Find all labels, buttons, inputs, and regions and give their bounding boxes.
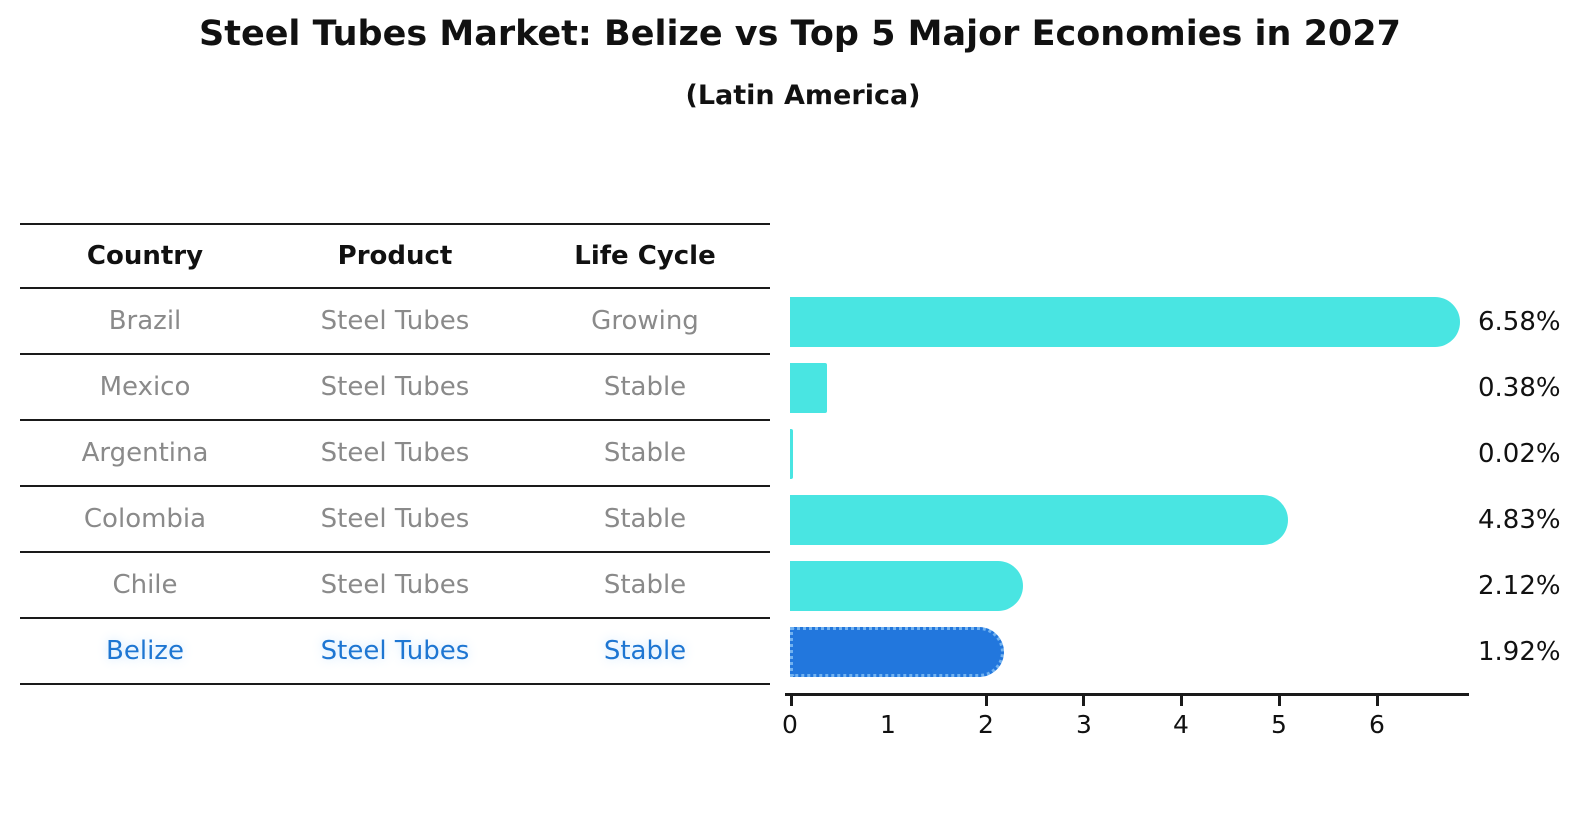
x-axis-tick-label: 6 bbox=[1369, 710, 1385, 739]
table-row-chile: Chile Steel Tubes Stable bbox=[20, 553, 770, 619]
cell-country: Chile bbox=[112, 570, 178, 600]
cell-product: Steel Tubes bbox=[320, 570, 470, 600]
cell-product: Steel Tubes bbox=[320, 636, 470, 666]
bar-chile bbox=[790, 561, 1024, 611]
cell-country: Brazil bbox=[108, 306, 182, 336]
cell-country: Argentina bbox=[81, 438, 209, 468]
value-label-chile: 2.12% bbox=[1478, 571, 1561, 601]
x-axis-tick bbox=[790, 696, 793, 706]
x-axis-tick bbox=[1180, 696, 1183, 706]
value-label-brazil: 6.58% bbox=[1478, 307, 1561, 337]
x-axis-tick-label: 1 bbox=[880, 710, 896, 739]
x-axis-tick-label: 3 bbox=[1076, 710, 1092, 739]
table-row-brazil: Brazil Steel Tubes Growing bbox=[20, 289, 770, 355]
cell-lifecycle: Growing bbox=[591, 306, 699, 336]
value-label-belize: 1.92% bbox=[1478, 637, 1561, 667]
chart-row-brazil: 6.58% bbox=[790, 289, 1586, 355]
cell-product: Steel Tubes bbox=[320, 306, 470, 336]
x-axis-tick-label: 2 bbox=[978, 710, 994, 739]
x-axis-tick-label: 5 bbox=[1271, 710, 1287, 739]
table-row-mexico: Mexico Steel Tubes Stable bbox=[20, 355, 770, 421]
cell-lifecycle: Stable bbox=[603, 570, 687, 600]
cell-lifecycle: Stable bbox=[603, 438, 687, 468]
x-axis-tick-label: 4 bbox=[1173, 710, 1189, 739]
chart-row-colombia: 4.83% bbox=[790, 487, 1586, 553]
value-label-colombia: 4.83% bbox=[1478, 505, 1561, 535]
x-axis-tick bbox=[1278, 696, 1281, 706]
x-axis-tick bbox=[1376, 696, 1379, 706]
bar-mexico bbox=[790, 363, 828, 413]
bar-chart: 6.58% 0.38% 0.02% 4.83% 2.12% 1.92% bbox=[782, 223, 1586, 783]
x-axis-tick-label: 0 bbox=[782, 710, 798, 739]
bar-argentina bbox=[790, 429, 793, 479]
value-label-mexico: 0.38% bbox=[1478, 373, 1561, 403]
cell-country: Belize bbox=[106, 636, 184, 666]
chart-row-chile: 2.12% bbox=[790, 553, 1586, 619]
x-axis-tick bbox=[1082, 696, 1085, 706]
cell-country: Colombia bbox=[83, 504, 207, 534]
x-axis-tick bbox=[985, 696, 988, 706]
cell-product: Steel Tubes bbox=[320, 438, 470, 468]
cell-lifecycle: Stable bbox=[603, 504, 687, 534]
chart-row-mexico: 0.38% bbox=[790, 355, 1586, 421]
bar-colombia bbox=[790, 495, 1289, 545]
chart-subtitle: (Latin America) bbox=[685, 80, 921, 111]
x-axis-line bbox=[785, 693, 1469, 696]
value-label-argentina: 0.02% bbox=[1478, 439, 1561, 469]
bar-brazil bbox=[790, 297, 1460, 347]
table-row-belize: Belize Steel Tubes Stable bbox=[20, 619, 770, 685]
table-header-row: Country Product Life Cycle bbox=[20, 223, 770, 289]
cell-product: Steel Tubes bbox=[320, 372, 470, 402]
bar-belize-highlighted bbox=[790, 627, 1004, 677]
cell-lifecycle: Stable bbox=[603, 372, 687, 402]
table-row-colombia: Colombia Steel Tubes Stable bbox=[20, 487, 770, 553]
table-row-argentina: Argentina Steel Tubes Stable bbox=[20, 421, 770, 487]
column-header-country: Country bbox=[86, 241, 204, 271]
country-table: Country Product Life Cycle Brazil Steel … bbox=[20, 223, 770, 685]
chart-row-belize: 1.92% bbox=[790, 619, 1586, 685]
cell-lifecycle: Stable bbox=[603, 636, 687, 666]
cell-country: Mexico bbox=[99, 372, 191, 402]
column-header-lifecycle: Life Cycle bbox=[574, 241, 716, 271]
cell-product: Steel Tubes bbox=[320, 504, 470, 534]
column-header-product: Product bbox=[337, 241, 453, 271]
chart-title: Steel Tubes Market: Belize vs Top 5 Majo… bbox=[199, 14, 1401, 54]
bar-rows: 6.58% 0.38% 0.02% 4.83% 2.12% 1.92% bbox=[790, 289, 1586, 685]
chart-row-argentina: 0.02% bbox=[790, 421, 1586, 487]
